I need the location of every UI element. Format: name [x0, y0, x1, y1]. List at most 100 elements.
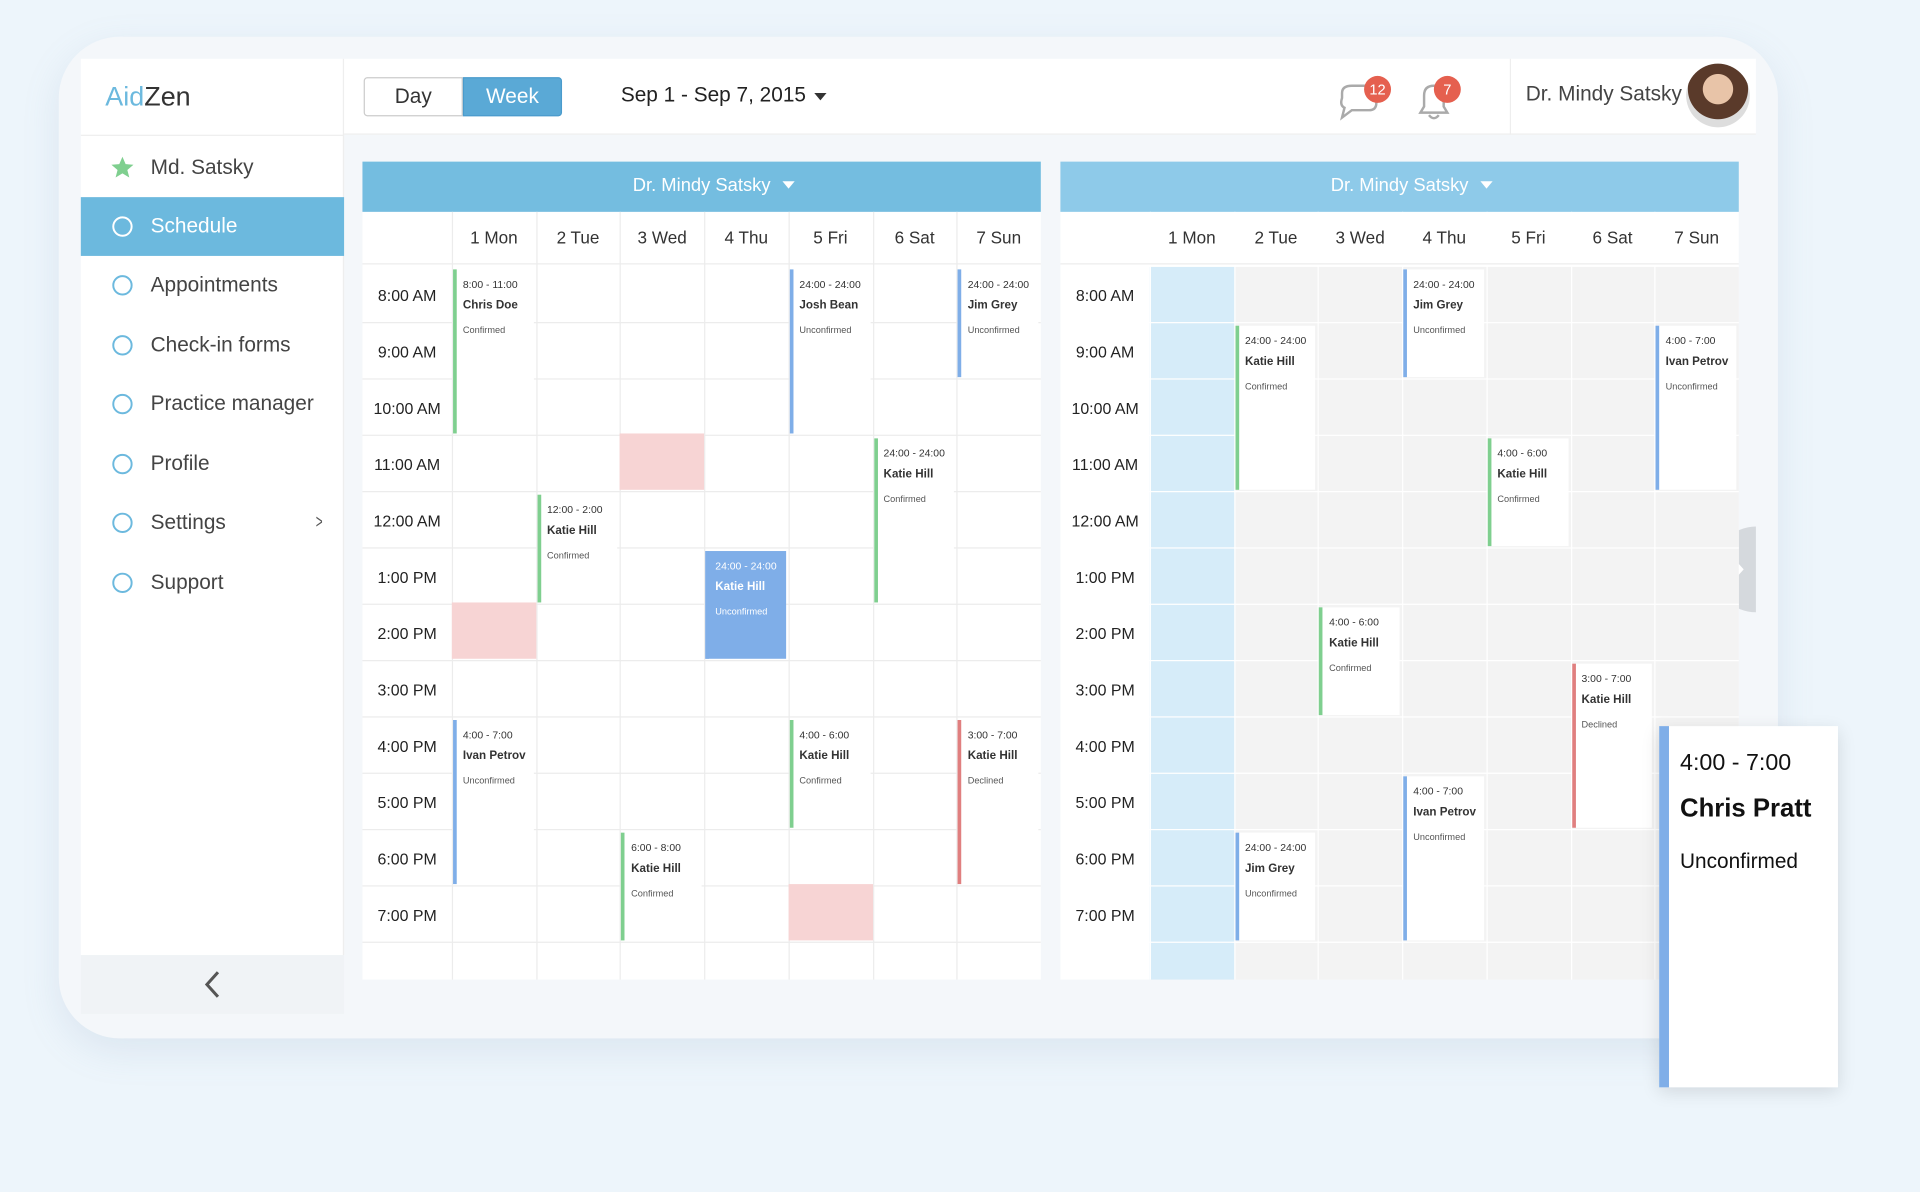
nav-icon: [111, 156, 134, 178]
event[interactable]: 4:00 - 7:00 Ivan Petrov Unconfirmed: [1655, 325, 1737, 490]
day-label: 1 Mon: [1168, 227, 1216, 248]
date-range[interactable]: Sep 1 - Sep 7, 2015: [620, 83, 807, 107]
event-status: Unconfirmed: [1413, 831, 1466, 843]
doctor-name[interactable]: Dr. Mindy Satsky: [632, 175, 771, 196]
time-label: 4:00 PM: [377, 737, 437, 756]
row-line: [362, 547, 1041, 549]
time-label: 5:00 PM: [377, 793, 437, 812]
row-line: [362, 772, 1041, 774]
day-label: 6 Sat: [894, 227, 935, 248]
week-tab[interactable]: Week: [462, 77, 563, 117]
nav-item[interactable]: Settings: [150, 510, 226, 534]
event-name: Ivan Petrov: [1665, 355, 1729, 369]
time-label: 1:00 PM: [1075, 568, 1135, 587]
row-line: [1060, 885, 1739, 887]
event[interactable]: 4:00 - 7:00 Ivan Petrov Unconfirmed: [453, 720, 534, 885]
event-name: Katie Hill: [1329, 636, 1379, 651]
row-line: [362, 828, 1041, 831]
event-status: Declined: [1581, 718, 1618, 730]
nav-item[interactable]: Profile: [150, 451, 210, 476]
event[interactable]: 24:00 - 24:00 Katie Hill Unconfirmed: [705, 551, 786, 659]
day-label: 7 Sun: [976, 227, 1022, 248]
column-line: [1318, 211, 1320, 980]
event-status: Confirmed: [546, 549, 590, 561]
event-time: 8:00 - 11:00: [462, 277, 518, 291]
popup-time: 4:00 - 7:00: [1680, 750, 1792, 777]
day-label: 3 Wed: [637, 227, 687, 248]
event[interactable]: 24:00 - 24:00 Jim Grey Unconfirmed: [1235, 832, 1316, 941]
day-label: 5 Fri: [813, 227, 848, 248]
user-name[interactable]: Dr. Mindy Satsky: [1525, 82, 1682, 106]
event-status: Unconfirmed: [967, 324, 1020, 336]
column-line: [451, 211, 454, 980]
time-label: 3:00 PM: [377, 680, 437, 700]
event-time: 24:00 - 24:00: [1244, 841, 1307, 854]
event[interactable]: 4:00 - 6:00 Katie Hill Confirmed: [789, 720, 871, 828]
event-name: Chris Doe: [462, 298, 518, 313]
event[interactable]: 24:00 - 24:00 Jim Grey Unconfirmed: [957, 269, 1039, 378]
nav-item[interactable]: Appointments: [150, 273, 278, 297]
time-label: 10:00 AM: [373, 399, 441, 418]
event[interactable]: 8:00 - 11:00 Chris Doe Confirmed: [453, 269, 534, 434]
collapse-button[interactable]: [80, 955, 345, 1014]
day-label: 3 Wed: [1335, 227, 1385, 248]
event-name: Katie Hill: [1244, 355, 1295, 369]
row-line: [1060, 378, 1739, 380]
header-caret: [1480, 181, 1493, 194]
chat-icon[interactable]: [1335, 78, 1384, 122]
column-line: [704, 211, 706, 980]
avatar[interactable]: [1686, 63, 1750, 128]
day-label: 4 Thu: [1422, 227, 1467, 248]
time-label: 3:00 PM: [1075, 680, 1135, 700]
event-name: Jim Grey: [1413, 298, 1464, 313]
event[interactable]: 24:00 - 24:00 Josh Bean Unconfirmed: [789, 269, 871, 434]
day-tab[interactable]: Day: [363, 77, 463, 117]
blocked-slot: [788, 884, 873, 941]
event-popup[interactable]: 4:00 - 7:00 Chris Pratt Unconfirmed: [1659, 726, 1838, 1088]
row-line: [362, 716, 1041, 718]
time-label: 9:00 AM: [377, 342, 437, 362]
event-name: Josh Bean: [799, 298, 859, 313]
row-line: [1060, 716, 1739, 718]
row-line: [1060, 828, 1739, 831]
nav-item[interactable]: Practice manager: [150, 391, 314, 416]
time-label: 10:00 AM: [1071, 399, 1139, 418]
event-status: Confirmed: [1497, 493, 1540, 505]
column-line: [535, 211, 538, 980]
event-status: Unconfirmed: [1665, 380, 1718, 392]
calendar-header[interactable]: [362, 161, 1041, 212]
event-time: 4:00 - 6:00: [1329, 615, 1379, 629]
event-name: Katie Hill: [546, 524, 597, 538]
calendar-header[interactable]: [1060, 161, 1739, 212]
nav-item[interactable]: Schedule: [150, 214, 238, 238]
row-line: [1060, 547, 1739, 549]
doctor-name[interactable]: Dr. Mindy Satsky: [1330, 175, 1469, 196]
divider: [1509, 58, 1512, 135]
notifications-badge: 7: [1433, 75, 1461, 103]
event[interactable]: 6:00 - 8:00 Katie Hill Confirmed: [621, 832, 702, 941]
event[interactable]: 3:00 - 7:00 Katie Hill Declined: [957, 720, 1039, 885]
time-label: 9:00 AM: [1075, 342, 1135, 362]
event[interactable]: 4:00 - 7:00 Ivan Petrov Unconfirmed: [1403, 776, 1484, 941]
event-status: Confirmed: [1244, 380, 1288, 392]
event[interactable]: 24:00 - 24:00 Jim Grey Unconfirmed: [1403, 269, 1484, 378]
event[interactable]: 3:00 - 7:00 Katie Hill Declined: [1571, 663, 1653, 828]
nav-item[interactable]: Support: [150, 570, 224, 594]
row-line: [362, 322, 1041, 324]
caret: [814, 93, 827, 101]
event[interactable]: 24:00 - 24:00 Katie Hill Confirmed: [1235, 325, 1316, 490]
event[interactable]: 4:00 - 6:00 Katie Hill Confirmed: [1319, 607, 1400, 716]
event-time: 12:00 - 2:00: [546, 503, 603, 516]
row-line: [362, 660, 1041, 662]
blocked-slot: [451, 602, 536, 659]
event[interactable]: 4:00 - 6:00 Katie Hill Confirmed: [1487, 438, 1569, 547]
event[interactable]: 12:00 - 2:00 Katie Hill Confirmed: [537, 494, 618, 603]
nav-item[interactable]: Check-in forms: [150, 333, 291, 357]
divider: [80, 134, 345, 136]
nav-item[interactable]: Md. Satsky: [150, 155, 254, 179]
nav-icon: [112, 453, 133, 475]
time-label: 7:00 PM: [377, 906, 437, 925]
event[interactable]: 24:00 - 24:00 Katie Hill Confirmed: [873, 438, 955, 603]
